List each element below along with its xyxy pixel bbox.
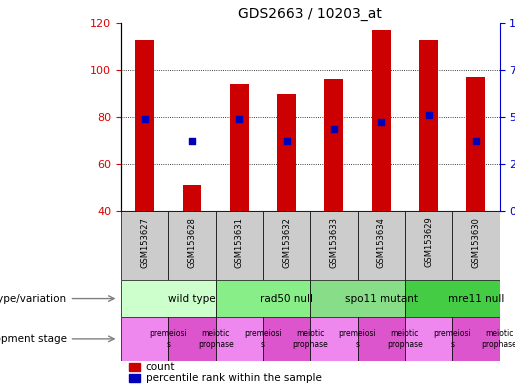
Text: GSM153634: GSM153634	[377, 217, 386, 268]
Text: meiotic
prophase: meiotic prophase	[293, 329, 328, 349]
Point	[424, 112, 433, 118]
Text: GSM153629: GSM153629	[424, 217, 433, 268]
Text: meiotic
prophase: meiotic prophase	[198, 329, 233, 349]
Text: premeiosi
s: premeiosi s	[339, 329, 376, 349]
Bar	[310, 280, 405, 317]
Point	[377, 119, 385, 125]
Text: percentile rank within the sample: percentile rank within the sample	[146, 373, 321, 383]
Bar	[405, 317, 452, 361]
Text: development stage: development stage	[0, 334, 67, 344]
Bar	[168, 211, 216, 280]
Bar	[216, 211, 263, 280]
Text: premeiosi
s: premeiosi s	[149, 329, 187, 349]
Bar	[310, 317, 357, 361]
Point	[235, 116, 244, 122]
Text: GSM153627: GSM153627	[140, 217, 149, 268]
Text: premeiosi
s: premeiosi s	[244, 329, 282, 349]
Point	[472, 137, 480, 144]
Bar	[405, 211, 452, 280]
Bar	[357, 211, 405, 280]
Bar	[467, 77, 485, 211]
Bar	[216, 280, 310, 317]
Bar	[419, 40, 438, 211]
Text: GSM153633: GSM153633	[330, 217, 338, 268]
Bar	[121, 280, 216, 317]
Text: genotype/variation: genotype/variation	[0, 293, 67, 304]
Bar	[230, 84, 249, 211]
Bar	[452, 317, 500, 361]
Bar	[121, 317, 168, 361]
Bar	[182, 185, 201, 211]
Bar	[277, 94, 296, 211]
Text: mre11 null: mre11 null	[448, 293, 504, 304]
Bar	[357, 317, 405, 361]
Bar	[216, 317, 263, 361]
Bar	[405, 280, 500, 317]
Text: GSM153631: GSM153631	[235, 217, 244, 268]
Point	[283, 137, 291, 144]
Point	[141, 116, 149, 122]
Bar	[121, 211, 168, 280]
Bar	[310, 211, 357, 280]
Text: spo11 mutant: spo11 mutant	[345, 293, 418, 304]
Bar	[263, 317, 310, 361]
Bar	[129, 363, 140, 371]
Bar	[135, 40, 154, 211]
Text: wild type: wild type	[168, 293, 216, 304]
Bar	[168, 317, 216, 361]
Text: meiotic
prophase: meiotic prophase	[387, 329, 423, 349]
Bar	[372, 30, 391, 211]
Point	[330, 126, 338, 132]
Text: GSM153632: GSM153632	[282, 217, 291, 268]
Point	[188, 137, 196, 144]
Bar	[324, 79, 344, 211]
Text: premeiosi
s: premeiosi s	[433, 329, 471, 349]
Text: rad50 null: rad50 null	[260, 293, 313, 304]
Text: count: count	[146, 362, 175, 372]
Bar	[452, 211, 500, 280]
Text: meiotic
prophase: meiotic prophase	[482, 329, 515, 349]
Text: GSM153630: GSM153630	[471, 217, 480, 268]
Text: GSM153628: GSM153628	[187, 217, 197, 268]
Bar	[263, 211, 310, 280]
Title: GDS2663 / 10203_at: GDS2663 / 10203_at	[238, 7, 382, 21]
Bar	[129, 374, 140, 382]
